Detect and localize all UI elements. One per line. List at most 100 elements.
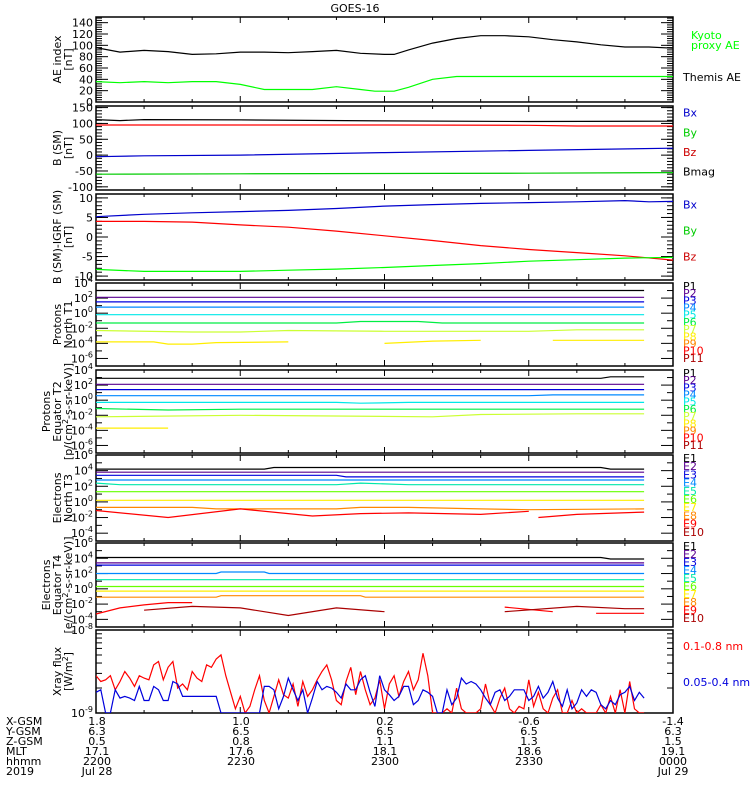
y-tick-label: 10-2 [71,320,93,335]
legend-entry: E2 [683,460,697,473]
y-tick-label: 5 [86,211,93,224]
y-tick-label: 10-4 [71,422,93,437]
series-group [96,199,673,272]
legend-entry: P11 [683,439,704,452]
y-axis-label: Equator T4 [51,555,64,615]
y-tick-label: 102 [74,566,93,581]
y-tick-label: 106 [74,535,93,550]
y-tick-label: 104 [74,362,93,377]
legend-entry: E5 [683,572,697,585]
legend-entry: P2 [683,287,697,300]
legend-entry: E3 [683,556,697,569]
info-value: 2200 [83,755,111,768]
info-value: 19.1 [660,745,686,758]
y-tick-label: 10-9 [71,705,93,720]
panel-bdiff: -10 -5 0 5 10 B (SM)-IGRF (SM)[nT] Bx By Bz [51,190,698,284]
y-tick-label: 102 [74,377,93,392]
legend-entry: 0.1-0.8 nm [683,640,743,653]
info-value: 1.0 [232,715,250,728]
y-tick-label: 150 [72,102,93,115]
series-line-p1 [96,376,645,379]
y-axis-label: Electrons [40,559,53,610]
series-line-e1 [96,556,645,560]
y-tick-label: -10 [75,270,93,283]
series-line-e4 [96,571,645,575]
series-line-p8 [384,339,481,344]
y-tick-label: 100 [74,581,93,596]
legend-entry: E4 [683,564,697,577]
legend-entry: P6 [683,403,697,416]
legend-entry: P5 [683,396,697,409]
series-line-by [96,172,673,175]
info-row-label: hhmm [6,755,42,768]
y-axis-label: B (SM) [51,130,64,166]
legend-entry: Bz [683,250,697,263]
legend-entry: Kyoto [691,29,722,42]
series-line-e5 [96,482,645,486]
legend-entry: E8 [683,509,697,522]
info-value: 18.1 [372,745,398,758]
y-axis-label: [nT] [62,137,75,159]
y-tick-label: 10-4 [71,525,93,540]
info-value: 0.5 [88,735,106,748]
series-group [96,35,673,92]
y-tick-label: 102 [74,478,93,493]
info-value: 1.3 [520,735,538,748]
series-group [96,118,673,175]
y-tick-label: 10 [79,192,93,205]
series-line-themis-ae [96,35,673,56]
legend-entry: By [683,224,698,237]
legend-entry: P4 [683,302,697,315]
info-value: 6.3 [88,725,106,738]
legend-entry: E6 [683,493,697,506]
info-row-label: MLT [6,745,27,758]
panel-frame [95,105,674,191]
series-line-e9 [538,511,645,519]
info-value: 2330 [515,755,543,768]
series-line-e8 [96,595,645,598]
series-group [96,653,645,713]
info-row-label: Z-GSM [6,735,43,748]
legend-entry: P1 [683,280,697,293]
legend-entry: P10 [683,345,704,358]
legend-entry: E9 [683,518,697,531]
series-line-bmag [96,118,673,123]
info-row-label: Y-GSM [6,725,41,738]
series-line-0-05-0-4-nm [96,674,645,713]
series-line-e10 [144,605,385,617]
series-line-e8 [96,506,645,511]
legend-entry: E6 [683,580,697,593]
legend-entry: E2 [683,548,697,561]
info-value: 0000 [659,755,687,768]
legend-entry: E7 [683,588,697,601]
series-line-e9 [96,601,193,615]
y-tick-label: 80 [79,51,93,64]
y-tick-label: -100 [68,181,93,194]
legend-entry: By [683,126,698,139]
y-axis-label: AE index [51,35,64,84]
y-axis-label: Electrons [51,472,64,523]
y-tick-label: 140 [72,17,93,30]
y-axis-label: [W/m2] [61,652,75,691]
legend-entry: E10 [683,526,704,539]
series-line-e9 [96,508,529,519]
series-line-kyoto-proxy-ae [96,75,673,92]
y-axis-label: Protons [40,391,53,432]
legend-entry: 0.05-0.4 nm [683,676,750,689]
y-axis-label: Xray flux [51,646,64,696]
legend-entry: P10 [683,432,704,445]
y-axis-label: North T1 [62,301,75,349]
info-value: 0.2 [376,715,394,728]
y-tick-label: 100 [74,305,93,320]
y-tick-label: -50 [75,165,93,178]
series-line-p7 [96,413,645,418]
info-value: Jul 28 [81,765,113,778]
y-axis-label: [nT] [62,226,75,248]
legend-entry: P7 [683,410,697,423]
series-line-bz [96,124,673,127]
y-tick-label: 104 [74,275,93,290]
legend-entry: E10 [683,612,704,625]
series-line-0-1-0-8-nm [96,653,645,713]
y-tick-label: 100 [72,39,93,52]
